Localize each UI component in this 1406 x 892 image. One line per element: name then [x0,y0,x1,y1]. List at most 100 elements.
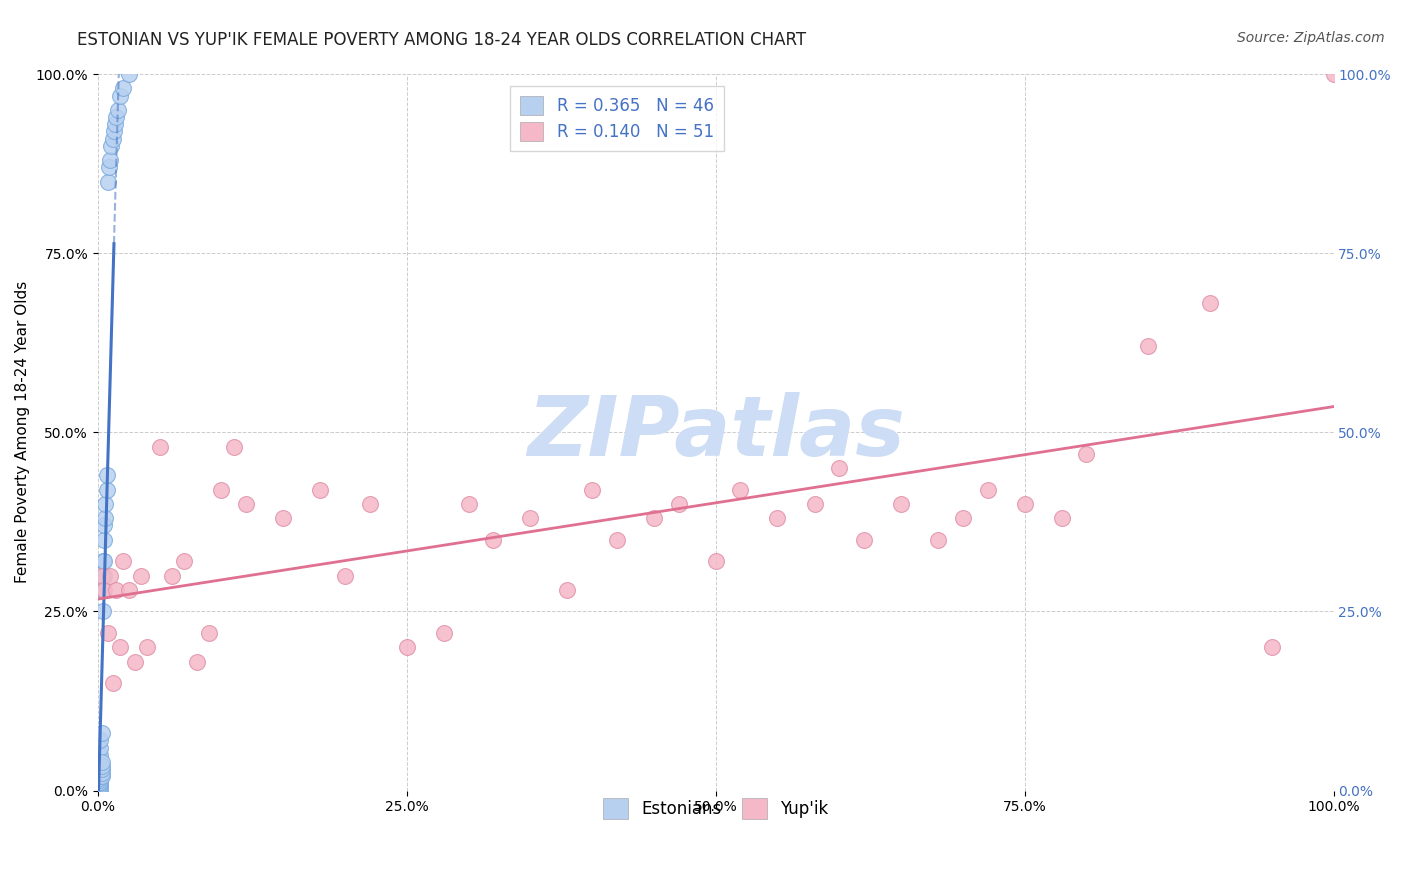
Point [89,778,111,792]
Point [1261,640,1284,655]
Point [581,483,603,497]
Point [1076,447,1098,461]
Point [129,568,152,582]
Point [111,554,134,568]
Point [803,497,825,511]
Point [89,769,111,783]
Y-axis label: Female Poverty Among 18-24 Year Olds: Female Poverty Among 18-24 Year Olds [15,281,30,583]
Point [93,582,115,597]
Legend: Estonians, Yup'ik: Estonians, Yup'ik [596,791,835,825]
Point [89,776,111,790]
Point [105,110,128,124]
Point [1050,511,1073,525]
Point [89,780,111,794]
Point [89,740,111,755]
Point [1199,296,1222,310]
Point [89,747,111,762]
Point [108,640,131,655]
Point [927,533,949,547]
Point [766,511,789,525]
Point [890,497,912,511]
Point [89,765,111,780]
Point [186,655,208,669]
Point [359,497,381,511]
Point [557,582,579,597]
Point [90,568,112,582]
Point [89,758,111,772]
Point [101,131,124,145]
Point [101,676,124,690]
Point [93,518,115,533]
Point [90,762,112,776]
Point [124,655,146,669]
Point [91,554,114,568]
Point [222,440,245,454]
Point [97,174,120,188]
Point [149,440,172,454]
Point [118,67,141,81]
Point [643,511,665,525]
Text: ZIPatlas: ZIPatlas [527,392,904,473]
Point [89,771,111,785]
Point [90,758,112,772]
Point [108,88,131,103]
Point [198,626,221,640]
Text: ESTONIAN VS YUP'IK FEMALE POVERTY AMONG 18-24 YEAR OLDS CORRELATION CHART: ESTONIAN VS YUP'IK FEMALE POVERTY AMONG … [77,31,807,49]
Point [89,775,111,789]
Point [89,783,111,797]
Point [98,568,121,582]
Point [136,640,159,655]
Point [89,768,111,782]
Point [89,762,111,776]
Point [433,626,456,640]
Text: Source: ZipAtlas.com: Source: ZipAtlas.com [1237,31,1385,45]
Point [96,483,118,497]
Point [606,533,628,547]
Point [519,511,541,525]
Point [1014,497,1036,511]
Point [91,582,114,597]
Point [482,533,505,547]
Point [100,138,122,153]
Point [457,497,479,511]
Point [395,640,418,655]
Point [89,772,111,787]
Point [211,483,233,497]
Point [828,461,851,475]
Point [93,554,115,568]
Point [89,755,111,769]
Point [107,103,129,117]
Point [952,511,974,525]
Point [1137,339,1160,353]
Point [235,497,257,511]
Point [91,604,114,618]
Point [111,81,134,95]
Point [93,533,115,547]
Point [90,726,112,740]
Point [94,497,117,511]
Point [333,568,356,582]
Point [118,582,141,597]
Point [976,483,998,497]
Point [704,554,727,568]
Point [103,124,125,138]
Point [97,626,120,640]
Point [104,117,127,131]
Point [91,568,114,582]
Point [309,483,332,497]
Point [668,497,690,511]
Point [98,153,121,167]
Point [271,511,294,525]
Point [90,755,112,769]
Point [94,511,117,525]
Point [98,160,121,174]
Point [852,533,875,547]
Point [90,769,112,783]
Point [1322,67,1344,81]
Point [93,568,115,582]
Point [730,483,752,497]
Point [105,582,128,597]
Point [96,468,118,483]
Point [90,765,112,780]
Point [173,554,195,568]
